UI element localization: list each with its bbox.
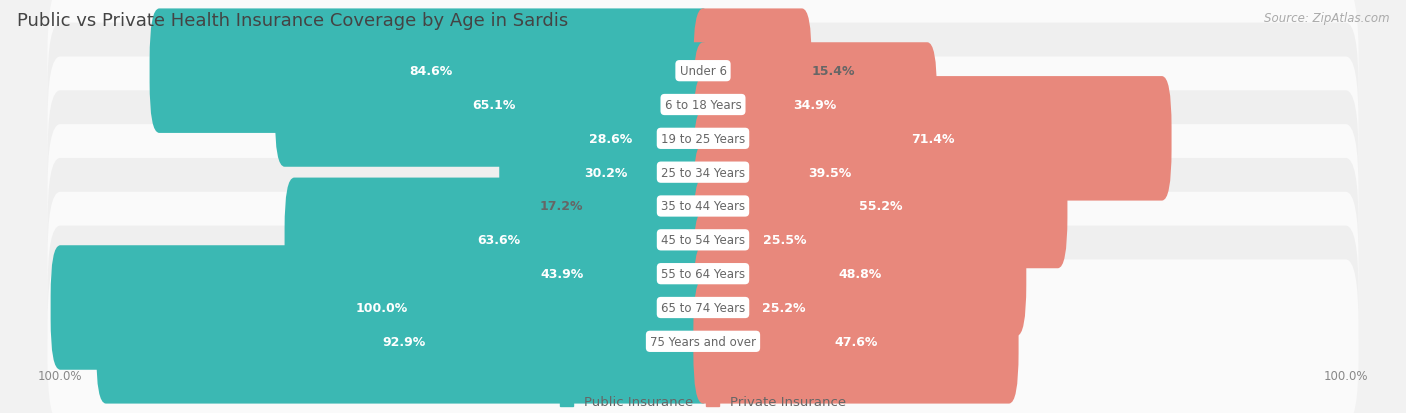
- Text: 34.9%: 34.9%: [793, 99, 837, 112]
- Text: 47.6%: 47.6%: [834, 335, 877, 348]
- FancyBboxPatch shape: [693, 43, 936, 167]
- Text: 55 to 64 Years: 55 to 64 Years: [661, 268, 745, 280]
- Text: 65 to 74 Years: 65 to 74 Years: [661, 301, 745, 314]
- FancyBboxPatch shape: [51, 246, 713, 370]
- FancyBboxPatch shape: [693, 212, 1026, 336]
- Text: 28.6%: 28.6%: [589, 133, 633, 145]
- Text: 30.2%: 30.2%: [585, 166, 627, 179]
- Text: 48.8%: 48.8%: [838, 268, 882, 280]
- Text: Under 6: Under 6: [679, 65, 727, 78]
- Text: 6 to 18 Years: 6 to 18 Years: [665, 99, 741, 112]
- Text: 25 to 34 Years: 25 to 34 Years: [661, 166, 745, 179]
- FancyBboxPatch shape: [693, 111, 966, 235]
- FancyBboxPatch shape: [693, 77, 1171, 201]
- Text: 71.4%: 71.4%: [911, 133, 955, 145]
- Text: 45 to 54 Years: 45 to 54 Years: [661, 234, 745, 247]
- FancyBboxPatch shape: [693, 246, 875, 370]
- FancyBboxPatch shape: [48, 24, 1358, 187]
- Text: 65.1%: 65.1%: [472, 99, 516, 112]
- Legend: Public Insurance, Private Insurance: Public Insurance, Private Insurance: [555, 390, 851, 413]
- FancyBboxPatch shape: [509, 77, 713, 201]
- Text: 100.0%: 100.0%: [356, 301, 408, 314]
- FancyBboxPatch shape: [48, 260, 1358, 413]
- Text: Source: ZipAtlas.com: Source: ZipAtlas.com: [1264, 12, 1389, 25]
- FancyBboxPatch shape: [149, 9, 713, 133]
- Text: 55.2%: 55.2%: [859, 200, 903, 213]
- Text: 84.6%: 84.6%: [409, 65, 453, 78]
- Text: 63.6%: 63.6%: [477, 234, 520, 247]
- FancyBboxPatch shape: [48, 57, 1358, 221]
- Text: 19 to 25 Years: 19 to 25 Years: [661, 133, 745, 145]
- FancyBboxPatch shape: [411, 212, 713, 336]
- Text: 25.2%: 25.2%: [762, 301, 806, 314]
- FancyBboxPatch shape: [48, 0, 1358, 153]
- FancyBboxPatch shape: [48, 226, 1358, 389]
- Text: 17.2%: 17.2%: [540, 200, 583, 213]
- Text: 92.9%: 92.9%: [382, 335, 426, 348]
- FancyBboxPatch shape: [276, 43, 713, 167]
- FancyBboxPatch shape: [499, 111, 713, 235]
- FancyBboxPatch shape: [48, 159, 1358, 322]
- Text: 39.5%: 39.5%: [808, 166, 852, 179]
- Text: Public vs Private Health Insurance Coverage by Age in Sardis: Public vs Private Health Insurance Cover…: [17, 12, 568, 30]
- FancyBboxPatch shape: [583, 145, 713, 268]
- FancyBboxPatch shape: [693, 9, 811, 133]
- FancyBboxPatch shape: [693, 145, 1067, 268]
- Text: 25.5%: 25.5%: [763, 234, 807, 247]
- Text: 35 to 44 Years: 35 to 44 Years: [661, 200, 745, 213]
- Text: 43.9%: 43.9%: [540, 268, 583, 280]
- FancyBboxPatch shape: [693, 280, 1018, 404]
- FancyBboxPatch shape: [48, 192, 1358, 356]
- FancyBboxPatch shape: [693, 178, 876, 302]
- FancyBboxPatch shape: [284, 178, 713, 302]
- Text: 75 Years and over: 75 Years and over: [650, 335, 756, 348]
- FancyBboxPatch shape: [48, 91, 1358, 254]
- FancyBboxPatch shape: [48, 125, 1358, 288]
- Text: 15.4%: 15.4%: [811, 65, 855, 78]
- FancyBboxPatch shape: [96, 280, 713, 404]
